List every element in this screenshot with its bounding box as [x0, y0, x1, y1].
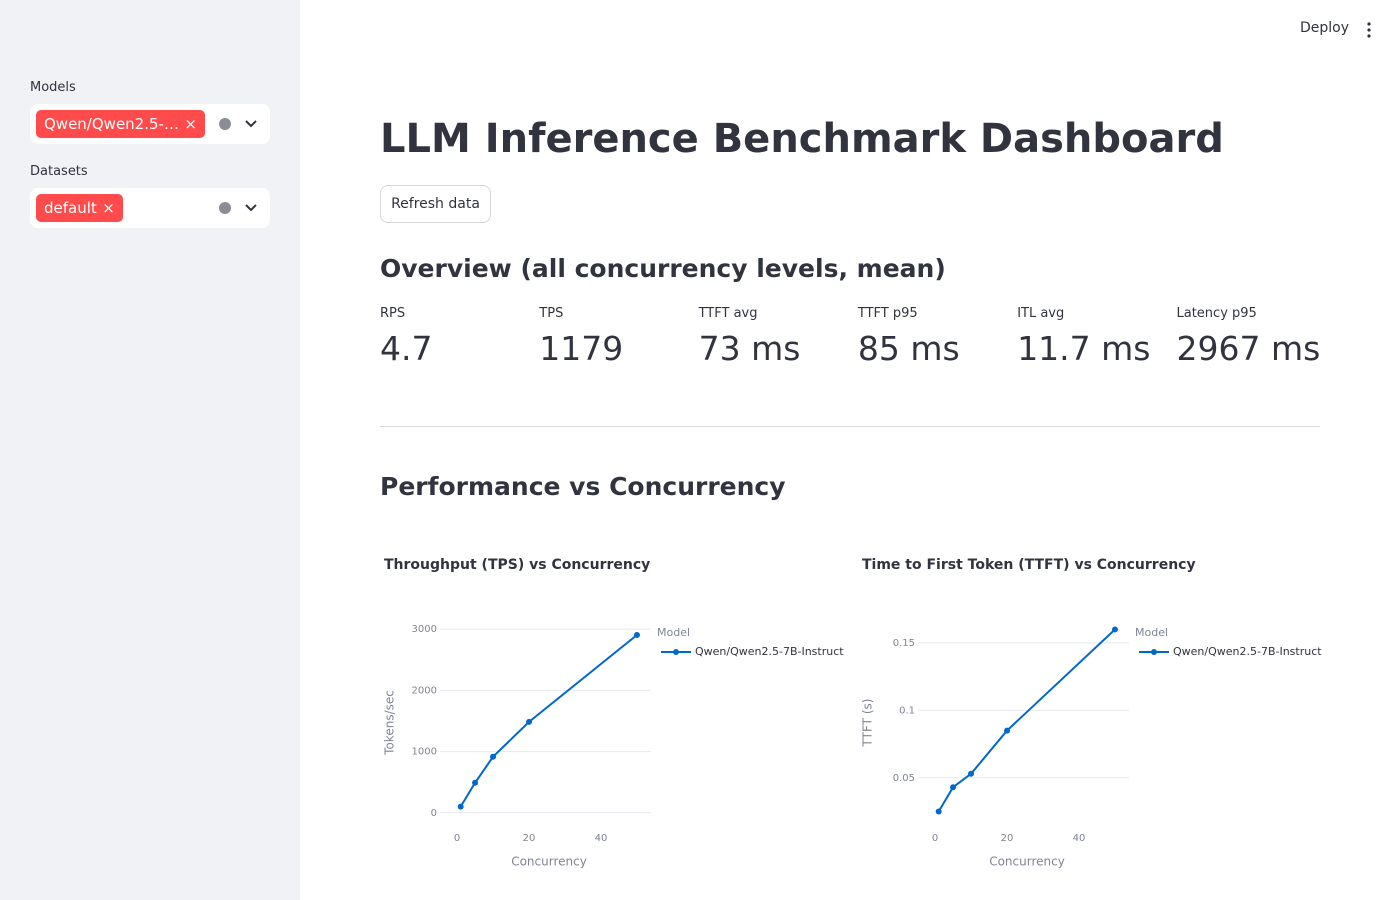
metric: TTFT p95 85 ms [858, 306, 1017, 368]
metric-value: 2967 ms [1176, 329, 1321, 368]
data-point [526, 718, 533, 725]
section-heading: Overview (all concurrency levels, mean) [380, 254, 946, 283]
dropdown-arrow[interactable] [244, 114, 258, 134]
y-tick-label: 0.05 [893, 773, 915, 784]
y-tick-label: 1000 [412, 747, 437, 758]
x-axis-label: Concurrency [989, 855, 1065, 869]
metric-value: 11.7 ms [1017, 329, 1151, 368]
y-tick-label: 3000 [412, 624, 437, 635]
metric-value: 1179 [539, 329, 624, 368]
metric: RPS 4.7 [380, 306, 539, 368]
legend-marker [673, 649, 679, 655]
metric-label: RPS [380, 306, 406, 321]
divider [380, 426, 1320, 427]
metric-value: 73 ms [698, 329, 801, 368]
metric-value: 85 ms [857, 329, 960, 368]
x-tick-label: 20 [523, 833, 536, 844]
chart-title: Throughput (TPS) vs Concurrency [384, 557, 650, 573]
data-point [457, 803, 464, 810]
legend-label: Qwen/Qwen2.5-7B-Instruct [1173, 645, 1322, 658]
data-point [950, 784, 957, 791]
metric-label: TPS [539, 306, 564, 321]
legend-title: Model [1135, 626, 1168, 639]
chart-title: Time to First Token (TTFT) vs Concurrenc… [862, 557, 1196, 573]
x-tick-label: 40 [1073, 833, 1086, 844]
data-point [490, 753, 497, 760]
section-heading: Performance vs Concurrency [380, 472, 786, 501]
metric: TTFT avg 73 ms [699, 306, 858, 368]
x-tick-label: 0 [932, 833, 938, 844]
metric: ITL avg 11.7 ms [1017, 306, 1176, 368]
page-title: LLM Inference Benchmark Dashboard [380, 116, 1224, 162]
series-line [459, 634, 638, 808]
data-point [1004, 727, 1011, 734]
y-axis-label: Tokens/sec [383, 690, 397, 756]
legend-marker [1151, 649, 1157, 655]
series-line [937, 628, 1116, 813]
data-point [968, 770, 975, 777]
menu-button[interactable] [1366, 22, 1372, 38]
tag-text: default [44, 199, 97, 217]
x-tick-label: 0 [454, 833, 460, 844]
metric: Latency p95 2967 ms [1177, 306, 1336, 368]
tag-remove[interactable]: × [102, 199, 115, 217]
legend-item: Qwen/Qwen2.5-7B-Instruct [661, 645, 844, 658]
chart: Time to First Token (TTFT) vs Concurrenc… [861, 557, 1323, 869]
metric-label: TTFT p95 [857, 306, 918, 321]
data-point [935, 808, 942, 815]
dropdown-arrow[interactable] [244, 198, 258, 218]
filter-label: Models [30, 80, 76, 95]
x-tick-label: 20 [1001, 833, 1014, 844]
multiselect[interactable]: Qwen/Qwen2.5-… × [30, 104, 270, 144]
x-axis-label: Concurrency [511, 855, 587, 869]
y-tick-label: 0.1 [899, 705, 915, 716]
multiselect[interactable]: default × [30, 188, 270, 228]
metric-label: ITL avg [1017, 306, 1065, 321]
y-axis-label: TTFT (s) [861, 699, 875, 748]
clear-button[interactable] [219, 202, 231, 214]
legend-label: Qwen/Qwen2.5-7B-Instruct [695, 645, 844, 658]
legend-title: Model [657, 626, 690, 639]
chart: Throughput (TPS) vs Concurrency 0 1000 2000… [383, 557, 845, 869]
clear-button[interactable] [219, 118, 231, 130]
x-tick-label: 40 [595, 833, 608, 844]
refresh-button[interactable]: Refresh data [380, 185, 491, 223]
y-tick-label: 0 [431, 808, 437, 819]
filter-label: Datasets [30, 164, 88, 179]
y-tick-label: 0.15 [893, 638, 915, 649]
metric-value: 4.7 [380, 329, 433, 368]
tag-remove[interactable]: × [184, 115, 197, 133]
tag[interactable]: default × [36, 194, 123, 222]
data-point [633, 631, 640, 638]
sidebar: Models Qwen/Qwen2.5-… × Datasets default × [0, 0, 300, 900]
data-point [472, 779, 479, 786]
metric-label: TTFT avg [698, 306, 758, 321]
y-tick-label: 2000 [412, 685, 437, 696]
metric-label: Latency p95 [1176, 306, 1257, 321]
metric: TPS 1179 [539, 306, 698, 368]
data-point [1111, 626, 1118, 633]
tag[interactable]: Qwen/Qwen2.5-… × [36, 110, 205, 138]
legend-item: Qwen/Qwen2.5-7B-Instruct [1139, 645, 1322, 658]
deploy-button[interactable]: Deploy [1300, 20, 1350, 36]
tag-text: Qwen/Qwen2.5-… [44, 115, 179, 133]
